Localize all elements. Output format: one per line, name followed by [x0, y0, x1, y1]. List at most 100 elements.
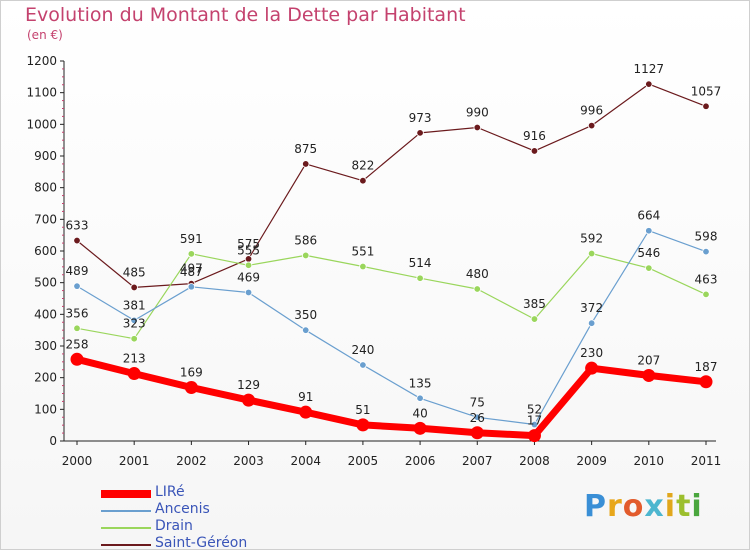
- data-label: 207: [637, 353, 660, 367]
- data-label: 489: [66, 264, 89, 278]
- data-label: 129: [237, 378, 260, 392]
- x-tick-label: 2008: [519, 454, 550, 468]
- data-label: 52: [527, 403, 542, 417]
- x-tick-label: 2005: [348, 454, 379, 468]
- data-label: 356: [66, 306, 89, 320]
- x-tick-label: 2002: [176, 454, 207, 468]
- data-label: 546: [637, 246, 660, 260]
- series-line-2: [76, 230, 707, 426]
- series-point: [356, 418, 370, 432]
- series-point: [70, 352, 84, 366]
- series-point: [527, 429, 541, 443]
- brand-letter: i: [691, 489, 703, 524]
- data-label: 372: [580, 301, 603, 315]
- y-tick-label: 1100: [26, 86, 57, 100]
- series-point: [302, 160, 310, 168]
- data-label: 822: [351, 159, 374, 173]
- data-label: 91: [298, 390, 313, 404]
- brand-logo: Proxiti: [584, 489, 703, 524]
- y-tick-label: 800: [34, 181, 57, 195]
- series-point: [359, 262, 367, 271]
- series-point: [302, 326, 310, 334]
- data-label: 187: [695, 360, 718, 374]
- data-label: 575: [237, 237, 260, 251]
- data-label: 497: [180, 262, 203, 276]
- data-label: 973: [409, 111, 432, 125]
- series-point: [587, 121, 596, 130]
- legend-swatch: [101, 544, 151, 546]
- series-point: [73, 236, 81, 245]
- series-point: [530, 147, 539, 155]
- brand-letter: P: [584, 489, 607, 524]
- series-point: [244, 261, 253, 269]
- x-tick-label: 2003: [233, 454, 264, 468]
- series-point: [587, 249, 596, 258]
- x-tick-label: 2000: [62, 454, 93, 468]
- data-label: 875: [294, 142, 317, 156]
- data-label: 598: [695, 230, 718, 244]
- data-label: 664: [637, 209, 660, 223]
- brand-letter: x: [644, 489, 665, 524]
- data-label: 551: [351, 245, 374, 259]
- brand-letter: r: [607, 489, 623, 524]
- data-label: 487: [180, 265, 203, 279]
- y-tick-label: 400: [34, 307, 57, 321]
- series-point: [470, 426, 484, 440]
- series-point: [585, 361, 599, 375]
- series-point: [73, 324, 81, 332]
- series-point: [530, 315, 539, 323]
- data-label: 485: [123, 265, 146, 279]
- data-label: 213: [123, 352, 146, 366]
- data-label: 230: [580, 346, 603, 360]
- series-point: [244, 288, 253, 297]
- x-tick-label: 2011: [691, 454, 722, 468]
- data-label: 916: [523, 129, 546, 143]
- legend-swatch: [101, 510, 151, 512]
- data-label: 75: [470, 395, 485, 409]
- series-point: [299, 405, 313, 419]
- series-point: [359, 361, 367, 369]
- series-point: [702, 247, 710, 256]
- series-point: [413, 421, 427, 435]
- data-label: 17: [527, 414, 542, 428]
- series-point: [416, 129, 424, 137]
- series-point: [473, 285, 481, 293]
- chart-axes: 0 100 200 300 400 500 600 700 800 900 1000 1100 1200…: [26, 54, 721, 468]
- y-tick-label: 500: [34, 276, 57, 290]
- x-tick-label: 2004: [290, 454, 321, 468]
- series-point: [187, 250, 196, 258]
- data-label: 990: [466, 106, 489, 120]
- x-tick-label: 2010: [634, 454, 665, 468]
- chart-title: Evolution du Montant de la Dette par Hab…: [25, 4, 466, 26]
- x-tick-label: 2006: [405, 454, 436, 468]
- y-tick-label: 200: [34, 371, 57, 385]
- data-label: 996: [580, 104, 603, 118]
- data-label: 591: [180, 232, 203, 246]
- y-tick-label: 1000: [26, 117, 57, 131]
- data-label: 169: [180, 365, 203, 379]
- series-layer: [70, 80, 713, 443]
- legend-label: Saint-Géréon: [155, 535, 248, 550]
- data-label: 240: [351, 343, 374, 357]
- series-line-3: [73, 355, 710, 440]
- data-label: 51: [355, 403, 370, 417]
- x-tick-label: 2001: [119, 454, 150, 468]
- data-label: 258: [66, 337, 89, 351]
- legend-label: Drain: [155, 518, 193, 534]
- chart-unit: (en €): [27, 28, 63, 42]
- data-label: 592: [580, 232, 603, 246]
- data-label: 514: [409, 256, 432, 270]
- series-point: [699, 375, 713, 389]
- brand-letter: i: [664, 489, 677, 524]
- series-point: [702, 290, 710, 299]
- y-tick-label: 600: [34, 244, 57, 258]
- series-point: [187, 283, 196, 291]
- data-label: 350: [294, 308, 317, 322]
- data-label: 463: [695, 272, 718, 286]
- data-label: 480: [466, 267, 489, 281]
- series-point: [359, 176, 367, 185]
- data-label: 555: [237, 243, 260, 257]
- data-labels: 633 485 497 575 875 822 973 990 916 996 1127 1057 35…: [66, 62, 722, 428]
